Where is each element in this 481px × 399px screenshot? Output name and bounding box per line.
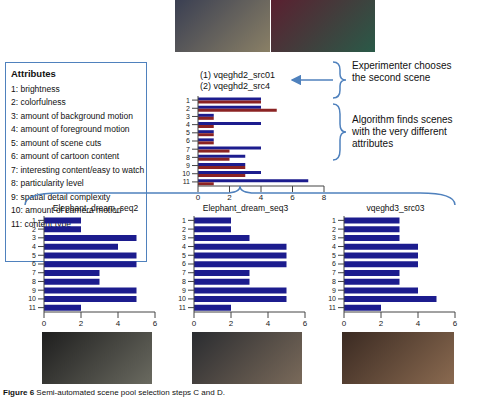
svg-text:7: 7 (332, 269, 336, 276)
svg-text:2: 2 (379, 319, 384, 328)
svg-text:10: 10 (328, 295, 336, 302)
svg-text:3: 3 (332, 234, 336, 241)
svg-text:9: 9 (32, 287, 36, 294)
svg-text:4: 4 (332, 243, 336, 250)
svg-text:0: 0 (196, 193, 201, 202)
svg-text:2: 2 (332, 226, 336, 233)
svg-text:8: 8 (32, 278, 36, 285)
svg-text:2: 2 (79, 319, 84, 328)
svg-text:4: 4 (182, 243, 186, 250)
svg-text:2: 2 (229, 319, 234, 328)
svg-text:1: 1 (186, 97, 190, 104)
svg-text:8: 8 (322, 193, 327, 202)
svg-text:3: 3 (186, 113, 190, 120)
svg-text:1: 1 (32, 217, 36, 224)
svg-text:5: 5 (182, 252, 186, 259)
svg-text:6: 6 (32, 260, 36, 267)
svg-text:6: 6 (453, 319, 458, 328)
svg-text:6: 6 (182, 260, 186, 267)
svg-text:2: 2 (227, 193, 232, 202)
svg-text:4: 4 (416, 319, 421, 328)
svg-text:0: 0 (42, 319, 47, 328)
svg-text:11: 11 (183, 178, 190, 185)
svg-text:7: 7 (186, 146, 190, 153)
svg-text:5: 5 (32, 252, 36, 259)
svg-text:0: 0 (192, 319, 197, 328)
svg-text:2: 2 (32, 226, 36, 233)
svg-text:8: 8 (186, 154, 190, 161)
svg-text:11: 11 (29, 304, 36, 311)
svg-text:3: 3 (182, 234, 186, 241)
svg-text:0: 0 (342, 319, 347, 328)
svg-text:1: 1 (182, 217, 186, 224)
svg-text:10: 10 (182, 170, 190, 177)
svg-text:4: 4 (116, 319, 121, 328)
svg-text:11: 11 (329, 304, 336, 311)
svg-text:6: 6 (153, 319, 158, 328)
svg-text:4: 4 (266, 319, 271, 328)
svg-text:8: 8 (182, 278, 186, 285)
svg-text:6: 6 (332, 260, 336, 267)
svg-text:1: 1 (332, 217, 336, 224)
svg-text:7: 7 (32, 269, 36, 276)
svg-text:11: 11 (179, 304, 186, 311)
svg-text:9: 9 (186, 162, 190, 169)
svg-text:8: 8 (332, 278, 336, 285)
svg-text:5: 5 (332, 252, 336, 259)
svg-text:4: 4 (32, 243, 36, 250)
svg-text:10: 10 (178, 295, 186, 302)
svg-text:5: 5 (186, 129, 190, 136)
svg-text:9: 9 (332, 287, 336, 294)
svg-text:10: 10 (28, 295, 36, 302)
svg-text:4: 4 (186, 121, 190, 128)
svg-text:7: 7 (182, 269, 186, 276)
svg-text:4: 4 (259, 193, 264, 202)
svg-text:6: 6 (186, 137, 190, 144)
svg-text:2: 2 (182, 226, 186, 233)
svg-text:3: 3 (32, 234, 36, 241)
svg-text:6: 6 (303, 319, 308, 328)
svg-text:2: 2 (186, 105, 190, 112)
svg-text:6: 6 (290, 193, 295, 202)
svg-text:9: 9 (182, 287, 186, 294)
